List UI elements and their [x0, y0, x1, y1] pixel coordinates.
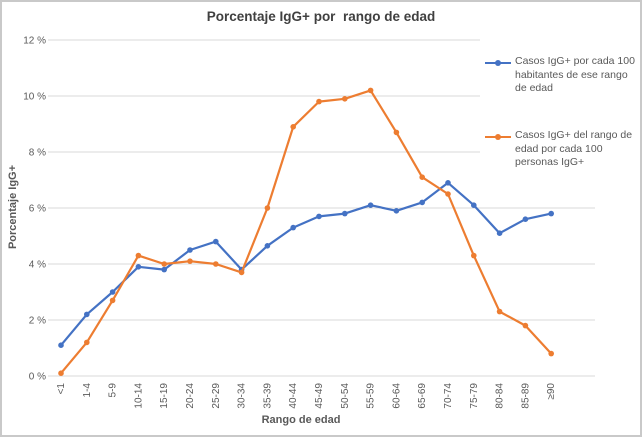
legend-line-marker-sample-orange: [485, 133, 511, 140]
x-tick-label: 10-14: [133, 383, 144, 409]
y-tick-label: 6 %: [29, 204, 46, 215]
data-point: [187, 247, 193, 253]
y-tick-label: 8 %: [29, 148, 46, 159]
x-tick-label: 50-54: [340, 383, 351, 409]
data-point: [213, 261, 219, 267]
x-tick-label: 35-39: [262, 383, 273, 409]
legend-label-series-0: Casos IgG+ por cada 100 habitantes de es…: [515, 55, 635, 95]
data-point: [342, 210, 348, 217]
data-point: [58, 370, 64, 377]
legend-entry-series-1: Casos IgG+ del rango de edad por cada 10…: [484, 128, 636, 170]
data-point: [238, 269, 245, 276]
data-point: [187, 258, 193, 265]
data-point: [290, 224, 297, 231]
data-point: [367, 87, 374, 94]
data-point: [445, 191, 451, 197]
x-tick-label: 15-19: [159, 383, 170, 409]
x-tick-label: 60-64: [391, 383, 402, 409]
x-tick-label: 70-74: [443, 383, 454, 409]
y-tick-label: 12 %: [23, 36, 46, 47]
data-point: [135, 264, 142, 270]
data-point: [290, 124, 297, 130]
y-tick-label: 10 %: [23, 92, 46, 103]
data-point: [109, 297, 116, 304]
x-tick-label: 45-49: [314, 383, 325, 409]
x-tick-label: 20-24: [185, 383, 196, 409]
y-tick-label: 2 %: [29, 316, 46, 327]
y-tick-label: 4 %: [29, 260, 46, 271]
x-axis-title: Rango de edad: [261, 414, 341, 426]
data-point: [161, 261, 167, 267]
data-point: [264, 243, 271, 249]
data-point: [419, 174, 426, 180]
data-point: [58, 342, 64, 349]
x-tick-label: 5-9: [108, 383, 119, 398]
legend-line-marker-sample-blue: [485, 60, 511, 66]
x-tick-label: ≥90: [546, 383, 557, 400]
data-point: [264, 205, 271, 211]
x-tick-label: 40-44: [288, 383, 299, 409]
data-point: [471, 202, 477, 208]
x-tick-label: 65-69: [417, 383, 428, 409]
x-tick-label: 25-29: [211, 383, 222, 409]
data-point: [471, 252, 477, 259]
data-point: [84, 311, 90, 318]
series-line-0: [59, 181, 553, 347]
x-tick-label: 85-89: [520, 383, 531, 409]
legend-marker-icon: [495, 60, 501, 66]
data-point: [496, 230, 503, 236]
data-point: [316, 213, 322, 220]
x-tick-label: 55-59: [366, 383, 377, 409]
data-point: [445, 180, 451, 186]
data-point: [548, 210, 554, 217]
data-point: [393, 208, 400, 214]
data-point: [367, 202, 374, 208]
data-point: [109, 289, 116, 295]
data-point: [548, 350, 554, 357]
legend-entry-series-0: Casos IgG+ por cada 100 habitantes de es…: [484, 55, 636, 96]
y-axis-title: Porcentaje IgG+: [7, 164, 19, 250]
x-tick-label: 80-84: [495, 383, 506, 409]
data-point: [419, 199, 426, 206]
data-point: [393, 129, 400, 136]
legend-marker-icon: [495, 133, 501, 140]
series-line-1: [59, 89, 553, 375]
data-point: [496, 308, 503, 315]
x-tick-label: 75-79: [469, 383, 480, 409]
data-point: [161, 266, 167, 273]
y-tick-label: 0 %: [29, 372, 46, 383]
x-tick-label: <1: [56, 383, 67, 395]
x-tick-label: 30-34: [237, 383, 248, 409]
data-point: [213, 238, 219, 245]
data-point: [522, 322, 529, 329]
data-point: [84, 339, 90, 346]
legend: Casos IgG+ por cada 100 habitantes de es…: [484, 55, 636, 203]
data-point: [135, 252, 142, 259]
data-point: [316, 98, 322, 105]
data-point: [522, 216, 529, 222]
legend-label-series-1: Casos IgG+ del rango de edad por cada 10…: [515, 128, 633, 169]
x-tick-label: 1-4: [82, 383, 93, 398]
data-point: [342, 96, 348, 102]
chart-title: Porcentaje IgG+ por rango de edad: [206, 9, 436, 24]
